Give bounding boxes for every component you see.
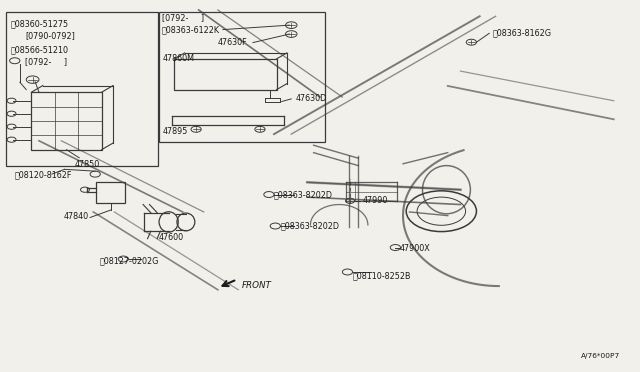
Text: Ⓝ08363-6122K: Ⓝ08363-6122K — [162, 25, 220, 34]
Text: 47990: 47990 — [363, 196, 388, 205]
Text: 47630D: 47630D — [296, 94, 327, 103]
Text: A/76*00P7: A/76*00P7 — [581, 353, 620, 359]
Bar — [174, 59, 276, 90]
Text: Ⓝ08363-8202D: Ⓝ08363-8202D — [274, 190, 333, 199]
Bar — [97, 182, 125, 203]
Text: ⒲08127-0202G: ⒲08127-0202G — [100, 256, 159, 265]
Text: Ⓝ08566-51210: Ⓝ08566-51210 — [11, 45, 69, 54]
Text: 47860M: 47860M — [163, 54, 195, 63]
Bar — [6, 12, 158, 166]
Text: 47850: 47850 — [74, 160, 99, 169]
Text: Ⓝ08363-8202D: Ⓝ08363-8202D — [280, 221, 339, 231]
Text: 47630F: 47630F — [218, 38, 248, 47]
Bar — [159, 12, 325, 142]
Text: 47895: 47895 — [163, 127, 188, 136]
Text: [0790-0792]: [0790-0792] — [25, 31, 75, 41]
Text: [0792-     ]: [0792- ] — [162, 13, 204, 22]
Text: ⒲08110-8252B: ⒲08110-8252B — [353, 271, 411, 280]
Text: [0792-     ]: [0792- ] — [25, 57, 67, 66]
Text: 47600: 47600 — [159, 233, 184, 243]
Text: 47900X: 47900X — [399, 244, 430, 253]
Text: 47840: 47840 — [63, 212, 88, 221]
Text: ⒲08120-8162F: ⒲08120-8162F — [15, 170, 72, 179]
Text: Ⓝ08360-51275: Ⓝ08360-51275 — [11, 19, 69, 28]
Text: Ⓝ08363-8162G: Ⓝ08363-8162G — [492, 29, 552, 38]
Text: FRONT: FRONT — [242, 281, 272, 290]
